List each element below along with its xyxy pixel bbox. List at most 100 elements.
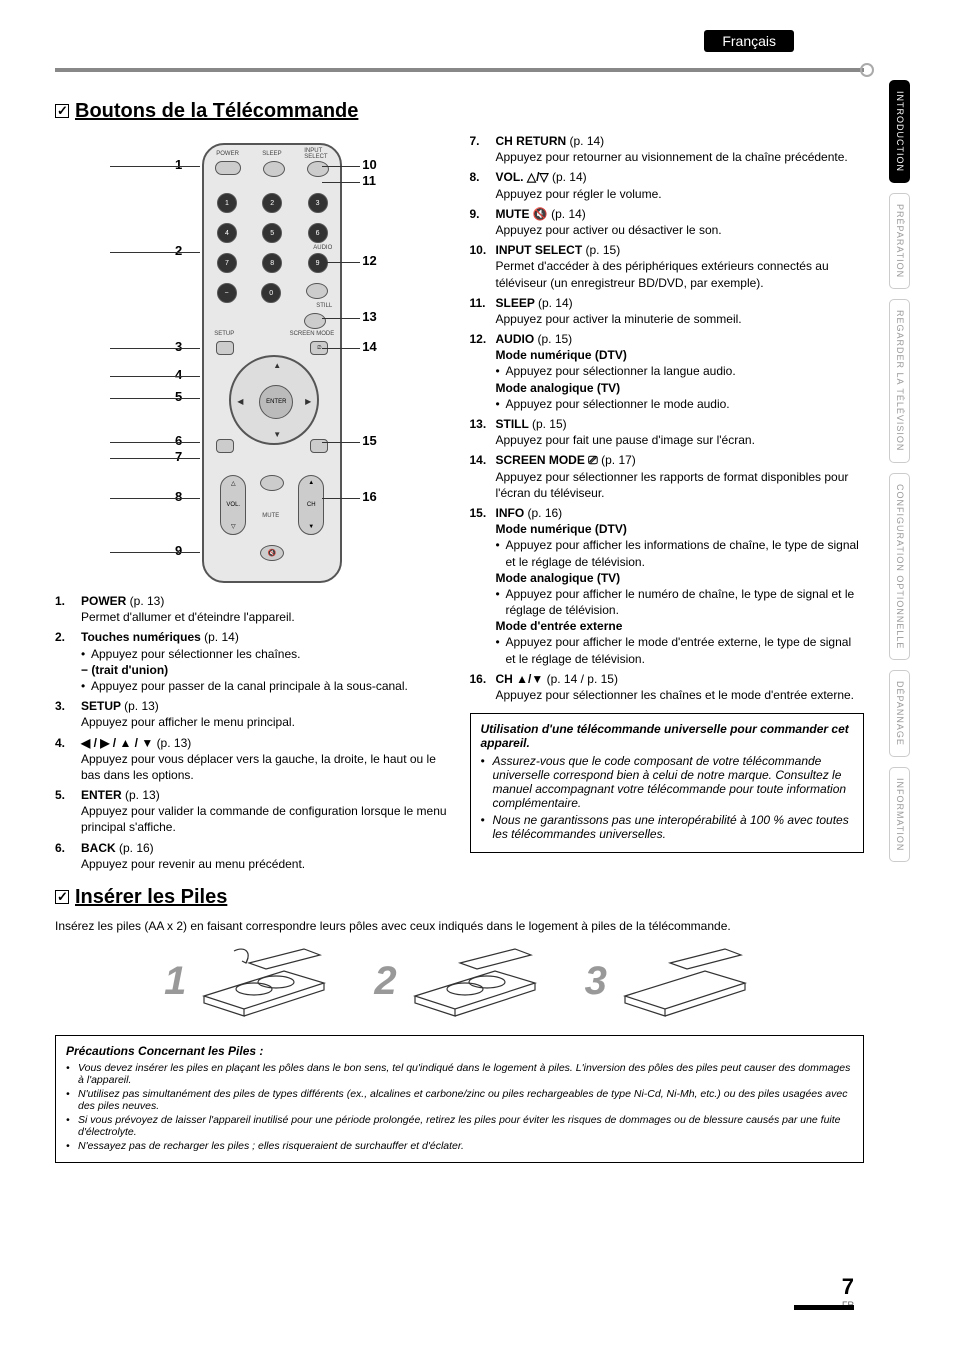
remote-label-mute: MUTE — [262, 513, 279, 519]
remote-btn-back — [216, 439, 234, 453]
callout-left: 8 — [92, 489, 182, 504]
callout-right: 14 — [362, 339, 376, 354]
battery-step: 2 — [374, 941, 544, 1021]
remote-btn-2: 2 — [262, 193, 282, 213]
insert-batteries-text: Insérez les piles (AA x 2) en faisant co… — [55, 919, 864, 933]
description-item: 9.MUTE 🔇 (p. 14)Appuyez pour activer ou … — [470, 206, 865, 238]
sidetab: PRÉPARATION — [889, 193, 910, 289]
description-item: 12.AUDIO (p. 15)Mode numérique (DTV)Appu… — [470, 331, 865, 412]
remote-btn-4: 4 — [217, 223, 237, 243]
precaution-item: N'essayez pas de recharger les piles ; e… — [66, 1140, 853, 1152]
remote-btn-9: 9 — [308, 253, 328, 273]
descriptions-right: 7.CH RETURN (p. 14)Appuyez pour retourne… — [470, 133, 865, 703]
remote-rocker-ch: ▲CH▼ — [298, 475, 324, 535]
battery-compartment-icon — [405, 941, 545, 1021]
description-item: 1.POWER (p. 13)Permet d'allumer et d'éte… — [55, 593, 450, 625]
sidetab: DÉPANNAGE — [889, 670, 910, 757]
sidetab: REGARDER LA TÉLÉVISION — [889, 299, 910, 462]
precautions-title: Précautions Concernant les Piles : — [66, 1044, 853, 1058]
remote-btn-chreturn — [260, 475, 284, 491]
battery-step: 1 — [164, 941, 334, 1021]
remote-btn-3: 3 — [308, 193, 328, 213]
callout-left: 1 — [92, 157, 182, 172]
remote-label-power: POWER — [216, 151, 239, 157]
callout-left: 2 — [92, 243, 182, 258]
battery-steps: 1 2 3 — [55, 941, 864, 1021]
section-title-text: Boutons de la Télécommande — [75, 100, 358, 122]
remote-btn-sleep — [263, 161, 285, 177]
remote-btn-power — [215, 161, 241, 175]
remote-dpad: ▲ ▼ ◀ ▶ — [229, 355, 319, 445]
remote-illustration: POWER SLEEP INPUT SELECT 123 456 789 AUD… — [92, 133, 412, 593]
remote-btn-6: 6 — [308, 223, 328, 243]
top-rule-endcap — [860, 63, 874, 77]
remote-label-setup: SETUP — [214, 331, 234, 337]
callout-left: 7 — [92, 449, 182, 464]
section-title-text: Insérer les Piles — [75, 886, 227, 908]
remote-label-still: STILL — [316, 303, 332, 309]
callout-left: 5 — [92, 389, 182, 404]
callout-left: 3 — [92, 339, 182, 354]
page-number-value: 7 — [842, 1274, 854, 1299]
check-icon — [55, 104, 69, 118]
callout-right: 13 — [362, 309, 376, 324]
universal-item: Assurez-vous que le code composant de vo… — [481, 754, 854, 810]
remote-btn-audio — [306, 283, 328, 299]
description-item: 10.INPUT SELECT (p. 15)Permet d'accéder … — [470, 242, 865, 291]
description-item: 13.STILL (p. 15)Appuyez pour fait une pa… — [470, 416, 865, 448]
description-item: 14.SCREEN MODE ⎚ (p. 17)Appuyez pour sél… — [470, 452, 865, 501]
remote-btn-still — [304, 313, 326, 329]
callout-right: 15 — [362, 433, 376, 448]
battery-step: 3 — [585, 941, 755, 1021]
description-item: 4.◀ / ▶ / ▲ / ▼ (p. 13)Appuyez pour vous… — [55, 735, 450, 784]
precautions-box: Précautions Concernant les Piles : Vous … — [55, 1035, 864, 1163]
battery-step-number: 3 — [585, 959, 607, 1004]
callout-right: 10 — [362, 157, 376, 172]
remote-btn-enter — [259, 385, 293, 419]
sidetab: CONFIGURATION OPTIONNELLE — [889, 473, 910, 660]
callout-left: 6 — [92, 433, 182, 448]
callout-left: 9 — [92, 543, 182, 558]
precaution-item: Vous devez insérer les piles en plaçant … — [66, 1062, 853, 1086]
remote-btn-input — [307, 161, 329, 177]
remote-btn-5: 5 — [262, 223, 282, 243]
universal-item: Nous ne garantissons pas une interopérab… — [481, 813, 854, 841]
remote-btn-1: 1 — [217, 193, 237, 213]
remote-label-audio: AUDIO — [313, 245, 332, 251]
battery-compartment-icon — [194, 941, 334, 1021]
remote-btn-dash: − — [217, 283, 237, 303]
descriptions-left: 1.POWER (p. 13)Permet d'allumer et d'éte… — [55, 593, 450, 872]
top-rule — [55, 68, 864, 72]
description-item: 7.CH RETURN (p. 14)Appuyez pour retourne… — [470, 133, 865, 165]
section-title-remote: Boutons de la Télécommande — [55, 100, 864, 123]
callout-right: 12 — [362, 253, 376, 268]
language-badge: Français — [704, 30, 794, 52]
universal-remote-box: Utilisation d'une télécommande universel… — [470, 713, 865, 853]
remote-btn-8: 8 — [262, 253, 282, 273]
description-item: 11.SLEEP (p. 14)Appuyez pour activer la … — [470, 295, 865, 327]
battery-step-number: 2 — [374, 959, 396, 1004]
remote-btn-mute: 🔇 — [260, 545, 284, 561]
remote-btn-0: 0 — [261, 283, 281, 303]
page-footer-bar — [794, 1305, 854, 1310]
sidetab: INTRODUCTION — [889, 80, 910, 183]
page-number: 7 FR — [842, 1274, 854, 1310]
section-title-insert: Insérer les Piles — [55, 886, 864, 909]
sidetab: INFORMATION — [889, 767, 910, 862]
description-item: 15.INFO (p. 16)Mode numérique (DTV)Appuy… — [470, 505, 865, 667]
remote-rocker-vol: △VOL.▽ — [220, 475, 246, 535]
remote-label-screen: SCREEN MODE — [290, 331, 335, 337]
remote-label-sleep: SLEEP — [262, 151, 281, 157]
remote-label-input: INPUT SELECT — [304, 148, 340, 160]
precaution-item: Si vous prévoyez de laisser l'appareil i… — [66, 1114, 853, 1138]
battery-compartment-icon — [615, 941, 755, 1021]
precaution-item: N'utilisez pas simultanément des piles d… — [66, 1088, 853, 1112]
description-item: 16.CH ▲/▼ (p. 14 / p. 15)Appuyez pour sé… — [470, 671, 865, 703]
check-icon — [55, 890, 69, 904]
universal-box-title: Utilisation d'une télécommande universel… — [481, 722, 854, 750]
battery-step-number: 1 — [164, 959, 186, 1004]
description-item: 8.VOL. △/▽ (p. 14)Appuyez pour régler le… — [470, 169, 865, 201]
remote-btn-setup — [216, 341, 234, 355]
callout-left: 4 — [92, 367, 182, 382]
callout-right: 11 — [362, 173, 376, 188]
